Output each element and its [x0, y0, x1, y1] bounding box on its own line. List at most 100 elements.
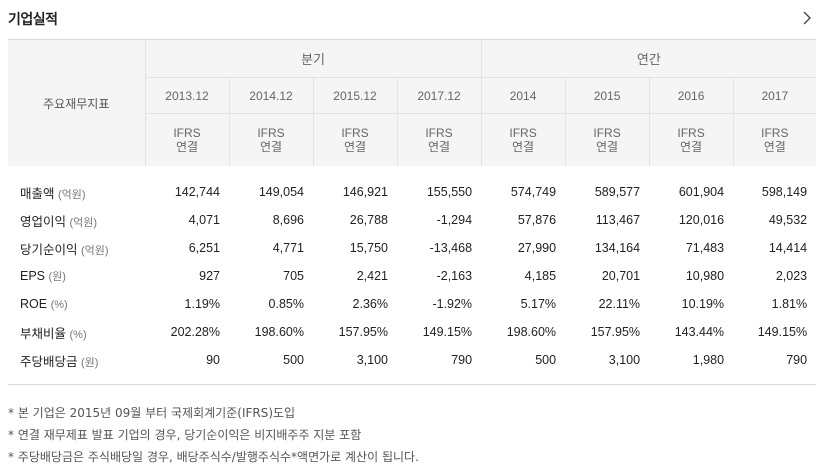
cell-value: 500 [283, 353, 304, 367]
consolidation-label: 연결 [175, 140, 199, 154]
standard-header: IFRS 연결 [228, 113, 313, 166]
period-header: 2015 [564, 77, 650, 114]
row-label-text: 주당배당금 [20, 354, 78, 369]
row-label-text: EPS [20, 269, 46, 283]
cell-value: 27,990 [517, 241, 557, 255]
row-label-text: 영업이익 [20, 214, 67, 229]
cell-value: 4,771 [272, 241, 304, 255]
cell-value: 14,414 [768, 241, 808, 255]
cell-value: 26,788 [349, 213, 388, 227]
cell-value: 705 [283, 269, 304, 283]
cell-value: 1.19% [184, 297, 220, 311]
table-row: 매출액 (억원) 142,744 149,054 146,921 155,550… [8, 166, 816, 206]
period-header: 2016 [648, 77, 734, 114]
cell-value: 157.95% [338, 325, 388, 339]
cell-value: 198.60% [254, 325, 304, 339]
row-label: 당기순이익 (억원) [8, 234, 145, 262]
cell-value: -2,163 [436, 269, 473, 283]
period-header: 2015.12 [312, 77, 397, 114]
cell-value: 149.15% [422, 325, 473, 339]
cell-value: 6,251 [188, 241, 220, 255]
table-row: 영업이익 (억원) 4,071 8,696 26,788 -1,294 57,8… [8, 206, 816, 234]
standard-label: IFRS [341, 126, 369, 140]
cell-value: 155,550 [426, 185, 473, 199]
consolidation-label: 연결 [763, 140, 786, 154]
period-header: 2014 [480, 77, 566, 114]
standard-label: IFRS [257, 126, 285, 140]
table-row: ROE (%) 1.19% 0.85% 2.36% -1.92% 5.17% 2… [8, 290, 816, 318]
cell-value: 0.85% [268, 297, 304, 311]
footnote: * 본 기업은 2015년 09월 부터 국제회계기준(IFRS)도입 [8, 406, 296, 420]
consolidation-label: 연결 [343, 140, 367, 154]
period-header: 2017.12 [396, 77, 482, 114]
cell-value: -13,468 [429, 241, 473, 255]
standard-label: IFRS [173, 126, 201, 140]
cell-value: 1,980 [692, 353, 725, 367]
cell-value: 8,696 [272, 213, 304, 227]
cell-value: 790 [451, 353, 473, 367]
cell-value: 500 [535, 353, 557, 367]
row-unit: (억원) [81, 244, 109, 257]
cell-value: 2,023 [775, 269, 808, 283]
standard-header: IFRS 연결 [396, 113, 482, 166]
cell-value: 134,164 [594, 241, 641, 255]
cell-value: 4,071 [188, 213, 220, 227]
table-row: EPS (원) 927 705 2,421 -2,163 4,185 20,70… [8, 262, 816, 290]
cell-value: 149,054 [258, 185, 304, 199]
standard-label: IFRS [593, 126, 621, 140]
cell-value: 589,577 [594, 185, 641, 199]
indicator-column-header: 주요재무지표 [8, 39, 146, 166]
period-header: 2014.12 [228, 77, 313, 114]
cell-value: 5.17% [520, 297, 557, 311]
table-row: 당기순이익 (억원) 6,251 4,771 15,750 -13,468 27… [8, 234, 816, 262]
row-label-text: 매출액 [20, 186, 55, 201]
cell-value: 10,980 [685, 269, 725, 283]
cell-value: -1,294 [436, 213, 473, 227]
row-label: ROE (%) [8, 290, 145, 318]
row-label: 매출액 (억원) [8, 166, 145, 206]
row-label: 부채비율 (%) [8, 318, 145, 346]
group-header-quarterly: 분기 [145, 39, 482, 78]
chevron-right-icon[interactable] [800, 9, 814, 27]
row-label-text: 부채비율 [20, 326, 67, 341]
cell-value: 2,421 [356, 269, 388, 283]
standard-label: IFRS [761, 126, 789, 140]
cell-value: 2.36% [352, 297, 388, 311]
cell-value: 157.95% [590, 325, 641, 339]
cell-value: 790 [786, 353, 808, 367]
section-header: 기업실적 [0, 0, 824, 38]
cell-value: 598,149 [761, 185, 808, 199]
cell-value: 15,750 [349, 241, 388, 255]
cell-value: 927 [199, 269, 220, 283]
cell-value: 49,532 [768, 213, 808, 227]
row-unit: (원) [81, 356, 99, 369]
cell-value: 149.15% [757, 325, 808, 339]
row-unit: (억원) [58, 188, 86, 201]
footnotes: * 본 기업은 2015년 09월 부터 국제회계기준(IFRS)도입 * 연결… [8, 402, 419, 468]
cell-value: 22.11% [598, 297, 641, 311]
cell-value: 3,100 [608, 353, 641, 367]
standard-header: IFRS 연결 [480, 113, 566, 166]
row-unit: (억원) [69, 216, 98, 229]
row-unit: (%) [50, 299, 68, 311]
row-label: 주당배당금 (원) [8, 346, 145, 385]
footnote: * 주당배당금은 주식배당일 경우, 배당주식수/발행주식수*액면가로 계산이 … [8, 450, 419, 464]
cell-value: 146,921 [342, 185, 388, 199]
period-header: 2013.12 [145, 77, 229, 114]
cell-value: 120,016 [678, 213, 725, 227]
cell-value: 4,185 [524, 269, 557, 283]
standard-header: IFRS 연결 [145, 114, 229, 167]
section-title: 기업실적 [8, 12, 58, 28]
standard-label: IFRS [425, 126, 453, 140]
row-unit: (%) [69, 328, 87, 341]
standard-header: IFRS 연결 [564, 113, 650, 166]
cell-value: 3,100 [356, 353, 388, 367]
cell-value: 20,701 [601, 269, 641, 283]
consolidation-label: 연결 [259, 140, 283, 154]
row-label-text: 당기순이익 [20, 242, 78, 257]
financial-table: 주요재무지표 분기 연간 2013.12 2014.12 2015.12 201… [8, 39, 817, 385]
cell-value: 143.44% [674, 325, 725, 339]
row-label: EPS (원) [8, 262, 145, 290]
group-header-annual: 연간 [480, 39, 817, 78]
standard-header: IFRS 연결 [648, 113, 734, 166]
